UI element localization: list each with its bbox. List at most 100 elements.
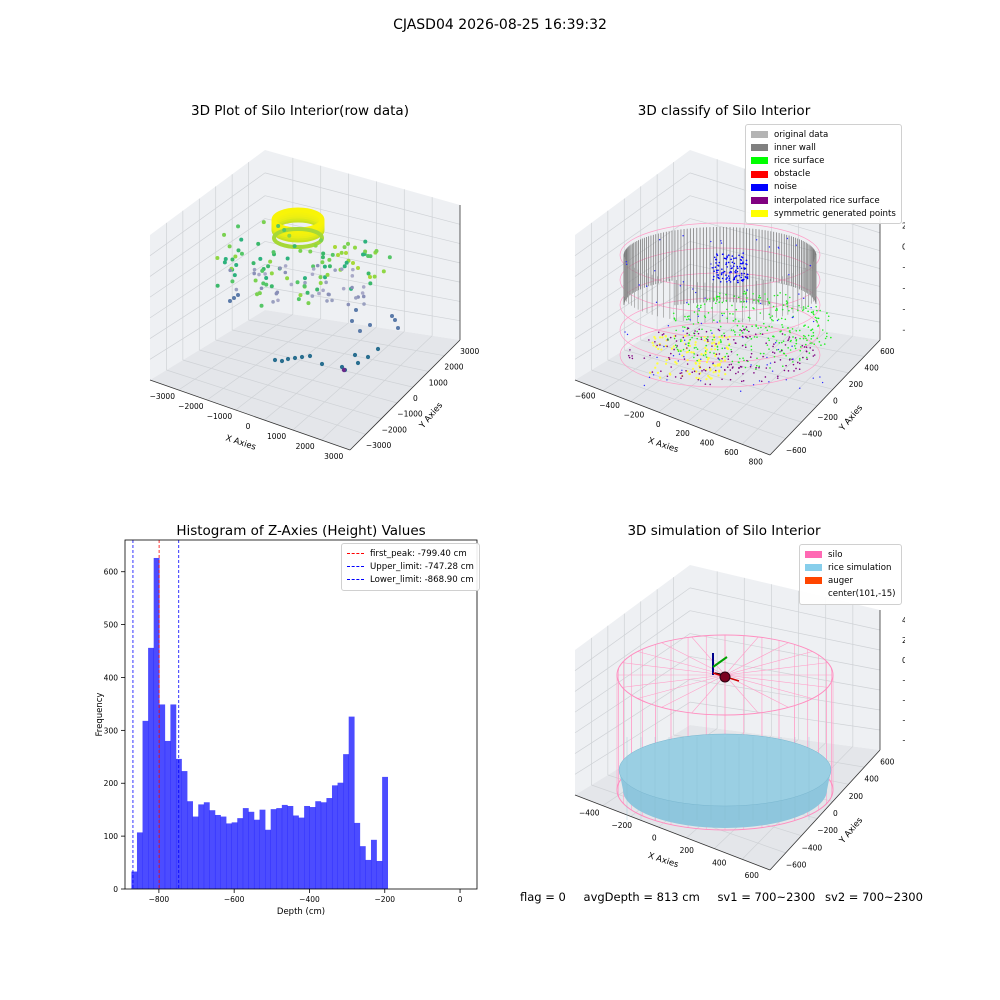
p2-noise-point (723, 257, 726, 260)
p2-interpolated-point (694, 330, 696, 332)
p1-data-point (354, 308, 358, 312)
p1-data-point (228, 268, 232, 273)
p1-floor-pane (150, 310, 460, 450)
p2-z-tick-label: 200 (902, 221, 905, 230)
p2-noise-point (683, 339, 686, 341)
p2-interpolated-point (693, 370, 696, 373)
p2-rice-surface-point (782, 340, 785, 343)
p1-data-point (269, 284, 274, 289)
p1-data-point (295, 280, 300, 285)
p2-interpolated-point (726, 366, 729, 368)
p1-data-point (324, 280, 328, 285)
p1-grid-line (206, 318, 321, 401)
p1-data-point (232, 273, 237, 278)
legend-swatch (751, 197, 768, 205)
p2-symmetric-point (711, 342, 714, 345)
p2-interpolated-point (738, 367, 740, 369)
legend-swatch (751, 157, 768, 165)
p4-x-tick-label: 400 (712, 858, 727, 867)
p2-noise-point (672, 355, 675, 357)
p2-interpolated-point (746, 336, 748, 339)
p2-interpolated-point (718, 353, 721, 355)
p2-symmetric-point (672, 345, 675, 348)
p1-data-point (302, 276, 307, 281)
p2-rice-surface-point (743, 359, 745, 362)
p2-interpolated-point (813, 354, 816, 356)
p2-symmetric-point (709, 369, 712, 372)
p1-data-point (257, 272, 261, 277)
p1-data-point (264, 282, 269, 287)
p2-rice-surface-point (713, 299, 716, 301)
p2-noise-point (733, 278, 736, 281)
p2-interpolated-point (708, 366, 711, 369)
p2-rice-surface-point (769, 367, 771, 369)
p2-rice-surface-point (695, 346, 697, 349)
p2-noise-point (725, 262, 728, 264)
p4-silo-wire-mark (724, 662, 828, 676)
legend-swatch (751, 131, 768, 139)
p4-silo-wire-mark (661, 642, 726, 676)
p2-noise-point (719, 280, 722, 283)
histogram-bar (248, 811, 255, 889)
p1-data-point (222, 260, 227, 265)
p2-rice-surface-point (820, 344, 822, 346)
p2-interpolated-point (734, 342, 737, 344)
p1-x-axis-label: X Axies (224, 433, 257, 452)
p2-noise-point (740, 276, 743, 279)
legend-label: symmetric generated points (774, 208, 896, 219)
histogram-bar (170, 704, 177, 889)
p4-y-tick-label: 400 (864, 775, 879, 784)
p2-noise-point (711, 266, 713, 269)
p2-noise-point (683, 356, 685, 358)
p2-x-tick-label: −400 (599, 401, 620, 410)
p2-rice-surface-point (798, 357, 801, 360)
p1-data-point (346, 302, 351, 307)
p2-grid-line (689, 263, 881, 305)
p1-data-point (259, 303, 264, 308)
p2-interpolated-point (654, 341, 656, 343)
p2-grid-line (657, 329, 849, 374)
p2-x-tick-label: 800 (749, 457, 764, 465)
p2-interpolated-point (744, 346, 747, 349)
p1-data-point (374, 249, 379, 254)
p1-data-point (271, 300, 275, 304)
p2-noise-point (715, 253, 718, 255)
p2-rice-surface-point (737, 296, 740, 299)
p2-interpolated-point (753, 372, 755, 374)
p1-data-point (368, 254, 373, 259)
p2-symmetric-point (713, 344, 717, 347)
p2-grid-line (607, 359, 802, 423)
p2-interpolated-point (729, 369, 732, 371)
p2-noise-point (736, 265, 739, 268)
p2-symmetric-point (709, 377, 712, 380)
p2-rice-surface-point (780, 330, 782, 332)
p2-interpolated-point (781, 333, 784, 335)
p2-grid-line (574, 195, 691, 277)
histogram-bar (192, 816, 199, 889)
p1-data-point (283, 270, 288, 275)
p2-rice-surface-point (772, 305, 775, 308)
p2-noise-point (721, 268, 723, 270)
p2-rice-surface-point (738, 334, 741, 336)
p2-rice-surface-point (684, 315, 686, 318)
p2-rice-surface-point (755, 324, 757, 326)
p2-symmetric-point (652, 344, 655, 347)
p2-interpolated-point (666, 339, 669, 341)
p1-data-point (311, 267, 316, 271)
p2-symmetric-point (686, 350, 690, 354)
legend-line-sample (347, 553, 364, 555)
p1-data-point (266, 264, 271, 269)
p2-grid-line (689, 241, 881, 287)
p1-data-point (282, 228, 287, 233)
p2-interpolated-point (758, 366, 760, 369)
p2-rice-surface-point (702, 354, 705, 357)
p2-rice-surface-point (711, 338, 714, 341)
p2-rice-surface-point (782, 352, 785, 355)
p2-grid-line (574, 172, 691, 256)
p2-symmetric-point (704, 351, 708, 354)
p2-interpolated-point (773, 361, 776, 364)
p1-data-point (326, 292, 331, 297)
histogram-bar (237, 818, 244, 889)
p2-noise-point (724, 347, 726, 349)
p2-interpolated-point (788, 336, 791, 338)
